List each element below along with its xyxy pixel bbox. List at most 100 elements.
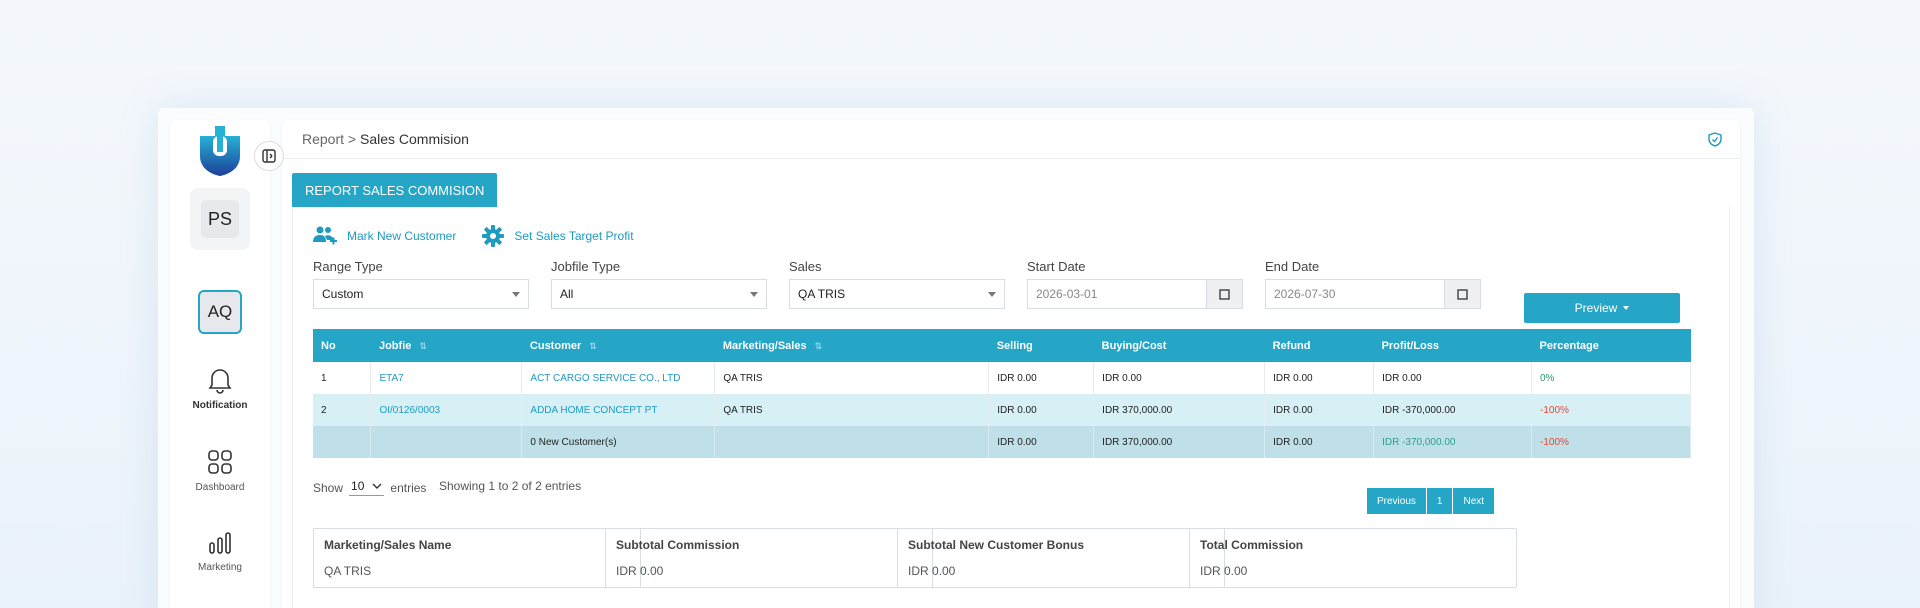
table-row: 2 OI/0126/0003 ADDA HOME CONCEPT PT QA T… [313, 394, 1691, 426]
page-1-button[interactable]: 1 [1426, 488, 1454, 514]
sales-value: QA TRIS [798, 287, 846, 301]
end-date-input[interactable]: 2026-07-30 [1265, 279, 1445, 309]
jobfile-type-filter: Jobfile Type All [551, 259, 767, 309]
preview-label: Preview [1574, 301, 1618, 315]
header-buying-cost[interactable]: Buying/Cost [1093, 329, 1265, 362]
summary-total-commission: Total Commission IDR 0.00 [1189, 528, 1517, 588]
sidebar-toggle-button[interactable] [254, 141, 284, 171]
chevron-down-icon [988, 291, 996, 297]
set-sales-target-label: Set Sales Target Profit [514, 229, 634, 243]
range-type-label: Range Type [313, 259, 383, 274]
header-refund[interactable]: Refund [1264, 329, 1374, 362]
cell-empty [313, 426, 372, 458]
end-date-picker-button[interactable] [1445, 279, 1481, 309]
workspace-avatar[interactable]: AQ [198, 290, 242, 334]
cell-total-percentage: -100% [1531, 426, 1691, 458]
previous-page-button[interactable]: Previous [1367, 488, 1427, 514]
entries-value: 10 [351, 479, 365, 493]
start-date-picker-button[interactable] [1207, 279, 1243, 309]
cell-buying: IDR 370,000.00 [1093, 394, 1266, 426]
start-date-filter: Start Date 2026-03-01 [1027, 259, 1243, 309]
table-row: 1 ETA7 ACT CARGO SERVICE CO., LTD QA TRI… [313, 362, 1691, 394]
summary-value: IDR 0.00 [908, 564, 956, 578]
summary-title: Subtotal Commission [616, 538, 740, 552]
gear-icon [482, 225, 505, 247]
next-page-button[interactable]: Next [1453, 488, 1495, 514]
chevron-down-icon [372, 483, 382, 489]
entries-info: Showing 1 to 2 of 2 entries [439, 479, 582, 493]
shield-check-icon[interactable] [1708, 132, 1722, 147]
end-date-filter: End Date 2026-07-30 [1265, 259, 1481, 309]
cell-profit: IDR 0.00 [1373, 362, 1532, 394]
summary-sales-name: Marketing/Sales Name QA TRIS [313, 528, 641, 588]
sidebar-item-label: Marketing [198, 562, 242, 573]
commission-table: No Jobfie ⇅ Customer ⇅ Marketing/Sales ⇅ Se… [313, 329, 1691, 458]
app-logo [200, 126, 240, 176]
cell-jobfile-link[interactable]: OI/0126/0003 [370, 394, 523, 426]
summary-subtotal-commission: Subtotal Commission IDR 0.00 [605, 528, 933, 588]
cell-total-profit: IDR -370,000.00 [1373, 426, 1532, 458]
sidebar-item-marketing[interactable]: Marketing [170, 530, 270, 573]
chevron-down-icon [750, 291, 758, 297]
cell-empty [714, 426, 990, 458]
cell-refund: IDR 0.00 [1264, 362, 1375, 394]
cell-customer-link[interactable]: ADDA HOME CONCEPT PT [521, 394, 716, 426]
user-avatar[interactable]: PS [190, 188, 250, 250]
mark-new-customer-button[interactable]: Mark New Customer [313, 225, 456, 247]
caret-down-icon [1623, 306, 1630, 310]
sidebar-toggle-icon [262, 149, 276, 163]
header-no[interactable]: No [313, 329, 371, 362]
range-type-select[interactable]: Custom [313, 279, 529, 309]
cell-selling: IDR 0.00 [988, 394, 1095, 426]
set-sales-target-button[interactable]: Set Sales Target Profit [482, 225, 634, 247]
end-date-label: End Date [1265, 259, 1320, 274]
sidebar-item-label: Dashboard [195, 482, 245, 493]
tab-report-sales-commision[interactable]: REPORT SALES COMMISION [292, 173, 498, 207]
start-date-input[interactable]: 2026-03-01 [1027, 279, 1207, 309]
header-percentage[interactable]: Percentage [1531, 329, 1691, 362]
sort-icon: ⇅ [589, 340, 597, 351]
summary-new-customer-bonus: Subtotal New Customer Bonus IDR 0.00 [897, 528, 1225, 588]
jobfile-type-select[interactable]: All [551, 279, 767, 309]
breadcrumb-current: Sales Commision [360, 131, 469, 147]
sales-select[interactable]: QA TRIS [789, 279, 1005, 309]
table-header-row: No Jobfie ⇅ Customer ⇅ Marketing/Sales ⇅ Se… [313, 329, 1691, 362]
action-bar: Mark New Customer Set Sales Target Profi… [313, 225, 634, 247]
breadcrumb-separator: > [347, 131, 357, 147]
cell-selling: IDR 0.00 [988, 362, 1095, 394]
chevron-down-icon [512, 291, 520, 297]
pagination: Previous 1 Next [1367, 488, 1495, 514]
summary-value: IDR 0.00 [1200, 564, 1248, 578]
cell-jobfile-link[interactable]: ETA7 [370, 362, 523, 394]
header-profit-loss[interactable]: Profit/Loss [1373, 329, 1532, 362]
start-date-label: Start Date [1027, 259, 1086, 274]
jobfile-type-label: Jobfile Type [551, 259, 621, 274]
breadcrumb-parent[interactable]: Report [302, 131, 345, 147]
sidebar-item-dashboard[interactable]: Dashboard [170, 448, 270, 493]
cell-total-selling: IDR 0.00 [988, 426, 1095, 458]
sidebar-item-notification[interactable]: Notification [170, 366, 270, 411]
cell-total-buying: IDR 370,000.00 [1093, 426, 1266, 458]
sort-icon: ⇅ [419, 340, 427, 351]
sidebar-item-label: Notification [192, 400, 248, 411]
header-selling[interactable]: Selling [988, 329, 1094, 362]
show-entries: Show 10 entries [313, 479, 426, 496]
cell-no: 1 [313, 362, 372, 394]
entries-select[interactable]: 10 [349, 479, 385, 496]
preview-button[interactable]: Preview [1524, 293, 1680, 323]
header-customer[interactable]: Customer ⇅ [521, 329, 715, 362]
cell-customer-link[interactable]: ACT CARGO SERVICE CO., LTD [521, 362, 716, 394]
cell-buying: IDR 0.00 [1093, 362, 1266, 394]
range-type-filter: Range Type Custom [313, 259, 529, 309]
bar-chart-icon [209, 532, 231, 554]
sidebar: PS AQ Notification Dashboard Marketing [170, 120, 270, 608]
show-prefix: Show [313, 480, 344, 495]
summary-title: Marketing/Sales Name [324, 538, 452, 552]
cell-no: 2 [313, 394, 372, 426]
cell-empty [370, 426, 523, 458]
cell-new-customers: 0 New Customer(s) [521, 426, 716, 458]
header-jobfile[interactable]: Jobfie ⇅ [370, 329, 522, 362]
main-content: Report > Sales Commision REPORT SALES CO… [282, 120, 1740, 608]
header-marketing-sales[interactable]: Marketing/Sales ⇅ [714, 329, 989, 362]
summary-value: QA TRIS [324, 564, 372, 578]
